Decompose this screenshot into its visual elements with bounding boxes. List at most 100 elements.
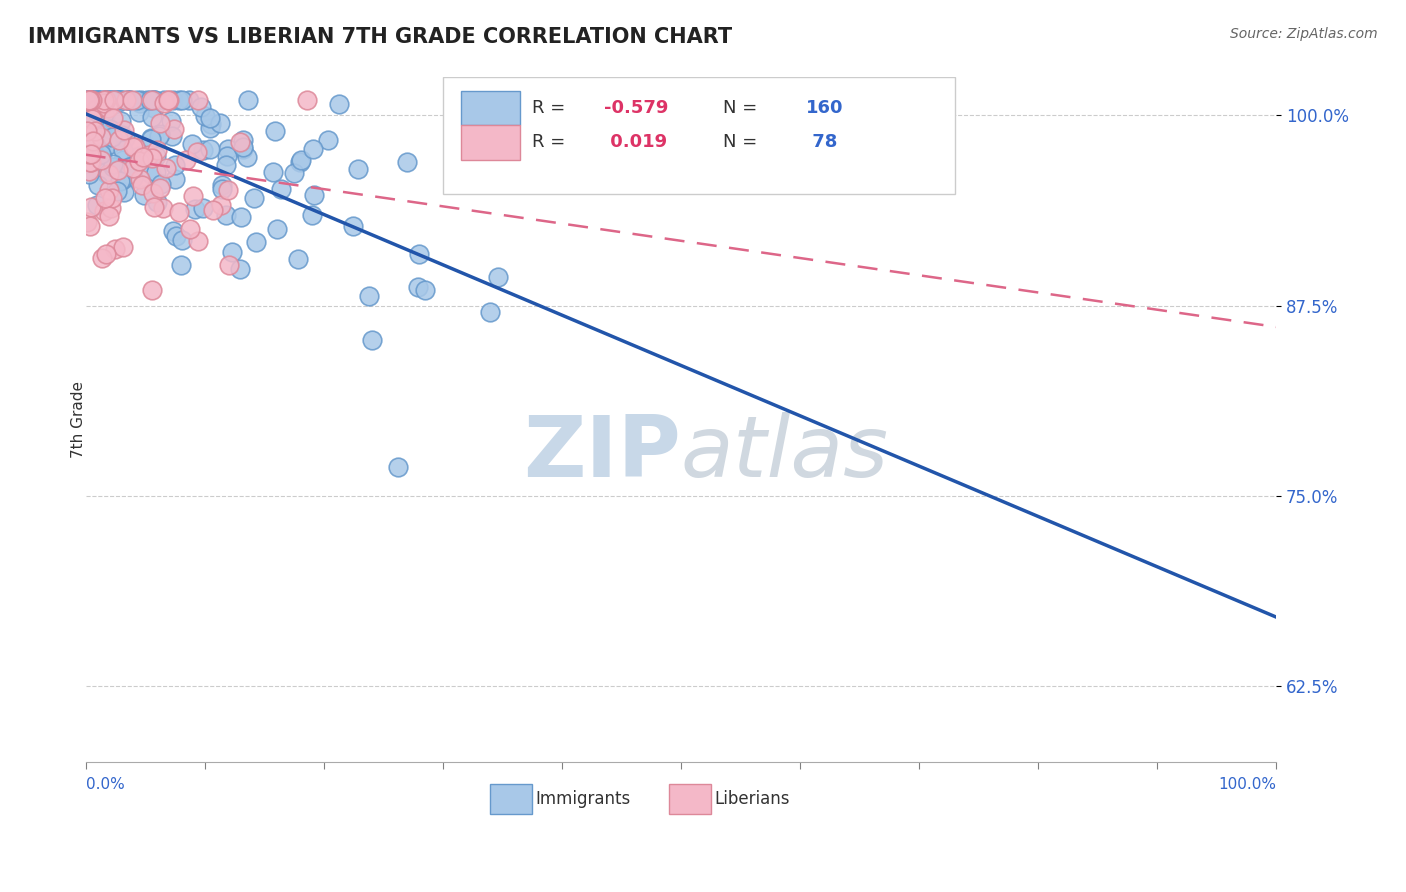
Point (163, 172, 186, 186)
Point (86, 198, 108, 212)
Text: 0.0%: 0.0% (86, 777, 125, 792)
Point (112, 93, 135, 107)
Point (167, 205, 190, 219)
Point (200, 120, 222, 135)
Point (139, 167, 162, 181)
Point (124, 140, 146, 154)
Point (162, 93, 184, 107)
Point (153, 93, 176, 107)
Point (127, 93, 149, 107)
Text: -0.579: -0.579 (603, 99, 668, 117)
Point (270, 182, 292, 196)
Point (149, 181, 172, 195)
Point (128, 104, 150, 119)
Point (245, 235, 267, 249)
Point (120, 93, 142, 107)
Point (131, 178, 153, 193)
Point (128, 149, 150, 163)
Point (93, 96, 115, 111)
Point (100, 93, 122, 107)
Point (301, 209, 323, 223)
FancyBboxPatch shape (443, 78, 955, 194)
Point (146, 143, 169, 157)
Point (208, 116, 231, 130)
Point (111, 173, 134, 187)
Point (142, 93, 165, 107)
Point (118, 160, 141, 174)
Point (76, 93, 98, 107)
Point (150, 177, 173, 191)
Point (98, 183, 121, 197)
Text: atlas: atlas (681, 412, 889, 495)
Point (145, 165, 167, 179)
Point (235, 150, 257, 164)
Point (163, 122, 186, 136)
Point (408, 279, 430, 293)
Point (94, 109, 117, 123)
Point (165, 158, 187, 172)
Point (91, 128, 114, 142)
Point (141, 283, 163, 297)
Text: 160: 160 (806, 99, 844, 117)
Point (408, 246, 430, 260)
Point (181, 189, 204, 203)
Point (96, 93, 118, 107)
Point (93, 204, 115, 219)
Point (104, 93, 127, 107)
Point (328, 97, 350, 112)
Point (142, 200, 165, 214)
Point (76, 124, 98, 138)
Point (103, 93, 125, 107)
Point (297, 93, 319, 107)
Point (80, 155, 103, 169)
Point (93, 190, 115, 204)
Point (211, 178, 233, 192)
Point (91, 251, 114, 265)
Point (77, 93, 100, 107)
Point (149, 116, 172, 130)
Point (111, 128, 134, 143)
Point (76, 215, 98, 229)
Point (97, 101, 120, 115)
Point (194, 109, 217, 123)
Text: 78: 78 (806, 134, 837, 152)
Point (110, 93, 132, 107)
Point (90, 146, 112, 161)
Point (77, 93, 100, 107)
Point (97, 167, 120, 181)
Point (97, 93, 120, 107)
Point (198, 112, 221, 126)
Point (104, 242, 127, 256)
Point (84, 102, 107, 116)
Point (112, 240, 135, 254)
Point (80, 112, 103, 127)
Point (184, 202, 207, 217)
Point (107, 93, 129, 107)
Point (108, 174, 131, 188)
Point (93, 93, 115, 107)
Point (90, 153, 112, 167)
Point (98, 209, 121, 223)
Point (82, 152, 104, 166)
Point (156, 93, 179, 107)
Point (290, 153, 312, 167)
Point (122, 161, 145, 175)
Point (79, 93, 101, 107)
Point (302, 142, 325, 156)
Point (387, 460, 409, 475)
Point (201, 203, 224, 218)
Point (80, 93, 103, 107)
Point (170, 258, 193, 272)
Point (82, 134, 104, 148)
Point (79, 93, 101, 107)
Point (128, 153, 150, 168)
Y-axis label: 7th Grade: 7th Grade (72, 381, 86, 458)
Point (112, 122, 135, 136)
Point (179, 222, 201, 236)
Point (80, 200, 103, 214)
Point (105, 93, 128, 107)
Point (318, 133, 340, 147)
Text: R =: R = (531, 134, 571, 152)
Point (87, 93, 110, 107)
Point (77, 146, 100, 161)
